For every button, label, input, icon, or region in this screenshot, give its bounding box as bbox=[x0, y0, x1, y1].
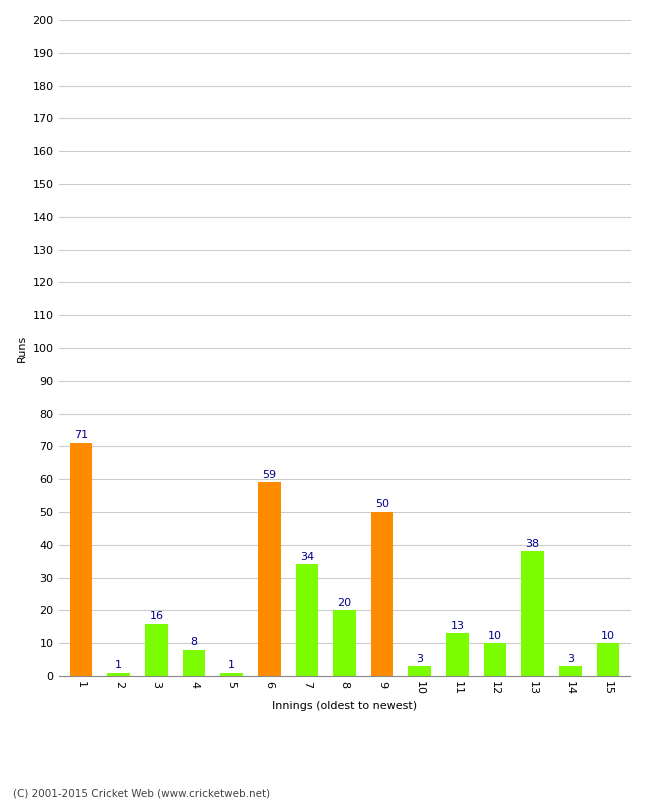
Bar bbox=[521, 551, 544, 676]
Text: 34: 34 bbox=[300, 552, 314, 562]
Text: 50: 50 bbox=[375, 499, 389, 510]
Text: 20: 20 bbox=[337, 598, 352, 608]
Text: 1: 1 bbox=[115, 660, 122, 670]
Bar bbox=[597, 643, 619, 676]
Bar bbox=[220, 673, 243, 676]
Text: 1: 1 bbox=[228, 660, 235, 670]
Text: 59: 59 bbox=[262, 470, 276, 480]
Bar bbox=[484, 643, 506, 676]
Text: 10: 10 bbox=[601, 630, 615, 641]
Bar bbox=[70, 443, 92, 676]
Text: 10: 10 bbox=[488, 630, 502, 641]
Bar bbox=[333, 610, 356, 676]
Bar bbox=[408, 666, 431, 676]
Text: 38: 38 bbox=[526, 538, 540, 549]
Text: 13: 13 bbox=[450, 621, 464, 630]
Text: 3: 3 bbox=[416, 654, 423, 663]
Text: 3: 3 bbox=[567, 654, 574, 663]
Bar bbox=[107, 673, 130, 676]
Text: 16: 16 bbox=[150, 611, 163, 621]
Y-axis label: Runs: Runs bbox=[17, 334, 27, 362]
Bar bbox=[258, 482, 281, 676]
Bar bbox=[446, 634, 469, 676]
Text: 8: 8 bbox=[190, 637, 198, 647]
Text: (C) 2001-2015 Cricket Web (www.cricketweb.net): (C) 2001-2015 Cricket Web (www.cricketwe… bbox=[13, 788, 270, 798]
Bar bbox=[371, 512, 393, 676]
Bar bbox=[296, 565, 318, 676]
Bar bbox=[145, 623, 168, 676]
X-axis label: Innings (oldest to newest): Innings (oldest to newest) bbox=[272, 701, 417, 710]
Text: 71: 71 bbox=[74, 430, 88, 441]
Bar bbox=[559, 666, 582, 676]
Bar bbox=[183, 650, 205, 676]
